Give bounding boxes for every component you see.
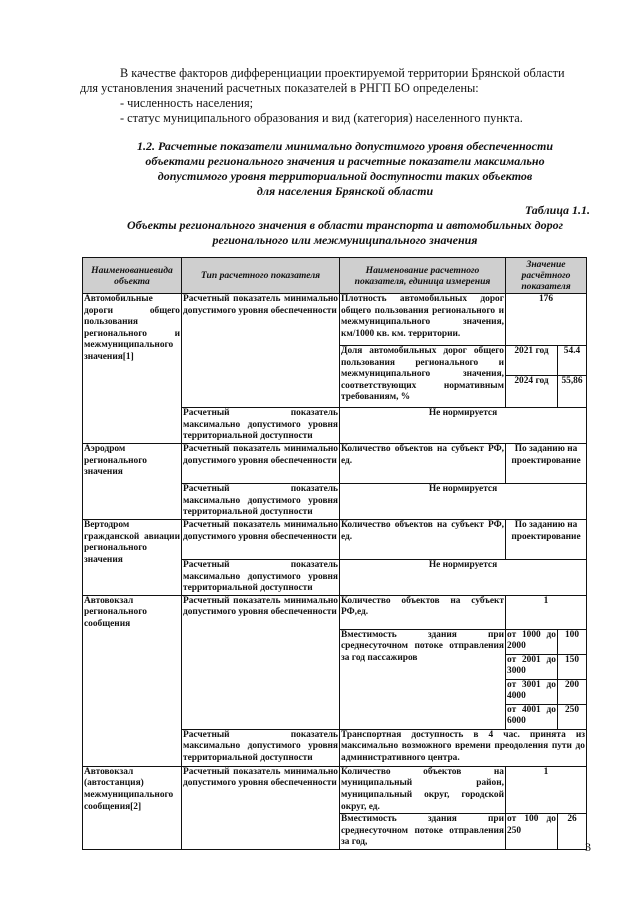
indicator-type: Расчетный показатель минимально допустим… (181, 443, 340, 484)
indicator-type: Расчетный показатель максимально допусти… (181, 728, 340, 767)
table-title: регионального или межмуниципального знач… (212, 233, 478, 247)
indicator-value: 54.4 (557, 345, 587, 376)
indicator-type: Расчетный показатель минимально допустим… (181, 519, 340, 560)
section-title: 1.2. Расчетные показатели минимально доп… (136, 139, 553, 153)
indicator-value: Не нормируется (339, 559, 587, 596)
indicator-type: Расчетный показатель максимально допусти… (181, 559, 340, 596)
section-title: допустимого уровня территориальной досту… (157, 169, 533, 183)
indicator-type: Расчетный показатель максимально допусти… (181, 483, 340, 520)
indicator-value: По заданию на проектирование (505, 519, 587, 560)
range-cell: от 1000 до 2000 (505, 628, 558, 655)
indicator-value: 1 (505, 594, 587, 630)
object-name: Автомобильные дороги общего пользования … (82, 293, 182, 444)
page-number: 3 (585, 840, 591, 854)
header-cell: Тип расчетного показателя (181, 257, 340, 294)
indicator-value: 150 (557, 653, 587, 680)
indicator-value: Транспортная доступность в 4 час. принят… (339, 728, 587, 767)
indicator-value: Не нормируется (339, 407, 587, 444)
indicator-value: 55,86 (557, 375, 587, 408)
indicator-value: 26 (557, 813, 587, 850)
table-label: Таблица 1.1. (524, 203, 590, 217)
indicator-value: 250 (557, 703, 587, 730)
header-cell: Наименованиевида объекта (82, 257, 182, 294)
intro-line: В качестве факторов дифференциации проек… (120, 66, 565, 80)
section-title: для населения Брянской области (256, 184, 434, 198)
object-name: Автовокзал (автостанция) межмуниципально… (82, 765, 182, 850)
indicator-value: 1 (505, 765, 587, 815)
indicator-type: Расчетный показатель минимально допустим… (181, 594, 340, 730)
indicator-value: По заданию на проектирование (505, 443, 587, 484)
indicator-type: Расчетный показатель минимально допустим… (181, 765, 340, 850)
object-name: Аэродром регионального значения (82, 443, 182, 520)
range-cell: от 100 до 250 (505, 813, 558, 850)
range-cell: от 3001 до 4000 (505, 678, 558, 705)
indicator-name: Вместимость здания при среднесуточном по… (339, 813, 506, 850)
indicators-table: Наименованиевида объекта Тип расчетного п… (82, 257, 587, 850)
header-cell: Значение расчётного показателя (505, 257, 587, 294)
intro-line: для установления значений расчетных пока… (80, 81, 479, 95)
list-item: - статус муниципального образования и ви… (120, 111, 523, 125)
range-cell: от 2001 до 3000 (505, 653, 558, 680)
indicator-value: 176 (505, 293, 587, 346)
table-title: Объекты регионального значения в области… (126, 218, 564, 232)
indicator-type: Расчетный показатель минимально допустим… (181, 293, 340, 408)
section-title: объектами регионального значения и расче… (145, 154, 545, 168)
header-cell: Наименование расчетного показателя, един… (339, 257, 506, 294)
indicator-type: Расчетный показатель максимально допусти… (181, 407, 340, 444)
indicator-name: Вместимость здания при среднесуточном по… (339, 628, 506, 730)
indicator-value: 200 (557, 678, 587, 705)
year-cell: 2021 год (505, 345, 558, 376)
object-name: Автовокзал регионального сообщения (82, 594, 182, 767)
year-cell: 2024 год (505, 375, 558, 408)
object-name: Вертодром гражданской авиации региональн… (82, 519, 182, 596)
indicator-value: Не нормируется (339, 483, 587, 520)
indicator-name: Количество объектов на субъект РФ,ед. (339, 594, 506, 630)
indicator-name: Количество объектов на муниципальный рай… (339, 765, 506, 815)
indicator-name: Доля автомобильных дорог общего пользова… (339, 345, 506, 408)
list-item: - численность населения; (120, 96, 254, 110)
indicator-value: 100 (557, 628, 587, 655)
indicator-name: Плотность автомобильных дорог общего пол… (339, 293, 506, 346)
indicator-name: Количество объектов на субъект РФ, ед. (339, 519, 506, 560)
range-cell: от 4001 до 6000 (505, 703, 558, 730)
indicator-name: Количество объектов на субъект РФ, ед. (339, 443, 506, 484)
